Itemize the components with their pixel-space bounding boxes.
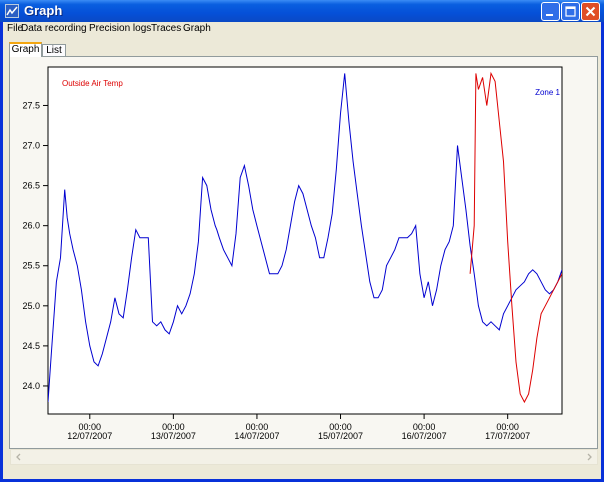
scroll-left-button[interactable] <box>12 451 26 463</box>
x-tick-label-time: 00:00 <box>413 422 436 432</box>
minimize-button[interactable] <box>541 2 560 21</box>
x-tick-label-date: 16/07/2007 <box>402 431 447 441</box>
close-button[interactable] <box>581 2 600 21</box>
series-line-zone-1 <box>48 73 562 403</box>
y-tick-label: 25.0 <box>22 301 40 311</box>
menu-graph[interactable]: Graph <box>183 23 211 34</box>
y-tick-label: 24.0 <box>22 381 40 391</box>
close-icon <box>585 6 596 17</box>
x-tick-label-date: 15/07/2007 <box>318 431 363 441</box>
app-icon <box>5 4 19 18</box>
x-tick-label-time: 00:00 <box>496 422 519 432</box>
legend-zone-1: Zone 1 <box>535 88 560 97</box>
x-tick-label-time: 00:00 <box>329 422 352 432</box>
x-tick-label-date: 14/07/2007 <box>234 431 279 441</box>
x-tick-label-time: 00:00 <box>162 422 185 432</box>
temperature-chart: 24.024.525.025.526.026.527.027.500:0012/… <box>22 66 563 441</box>
series-line-outside-air-temp <box>469 71 562 404</box>
minimize-icon <box>546 14 553 16</box>
menu-traces[interactable]: Traces <box>151 23 182 34</box>
maximize-icon <box>565 6 576 17</box>
window-title: Graph <box>24 3 63 18</box>
menu-file[interactable]: File <box>7 23 24 34</box>
x-tick-label-date: 17/07/2007 <box>485 431 530 441</box>
y-tick-label: 27.0 <box>22 141 40 151</box>
menu-bar: File Data recording Precision logs Trace… <box>3 22 601 36</box>
y-tick-label: 25.5 <box>22 261 40 271</box>
y-tick-label: 26.0 <box>22 221 40 231</box>
scroll-right-button[interactable] <box>582 451 596 463</box>
y-tick-label: 24.5 <box>22 341 40 351</box>
maximize-button[interactable] <box>561 2 580 21</box>
x-tick-label-time: 00:00 <box>246 422 269 432</box>
x-tick-label-date: 12/07/2007 <box>67 431 112 441</box>
horizontal-scrollbar[interactable] <box>10 449 598 465</box>
plot-area <box>47 66 563 415</box>
chevron-right-icon <box>587 453 592 461</box>
x-tick-label-date: 13/07/2007 <box>151 431 196 441</box>
legend-outside-air-temp: Outside Air Temp <box>62 79 123 88</box>
chevron-left-icon <box>16 453 21 461</box>
x-tick-label-time: 00:00 <box>79 422 102 432</box>
tab-list[interactable]: List <box>42 44 66 57</box>
tab-graph[interactable]: Graph <box>9 42 42 57</box>
menu-data-recording[interactable]: Data recording <box>21 23 87 34</box>
menu-precision-logs[interactable]: Precision logs <box>89 23 152 34</box>
y-tick-label: 27.5 <box>22 100 40 110</box>
title-bar[interactable]: Graph <box>0 0 604 22</box>
y-tick-label: 26.5 <box>22 181 40 191</box>
